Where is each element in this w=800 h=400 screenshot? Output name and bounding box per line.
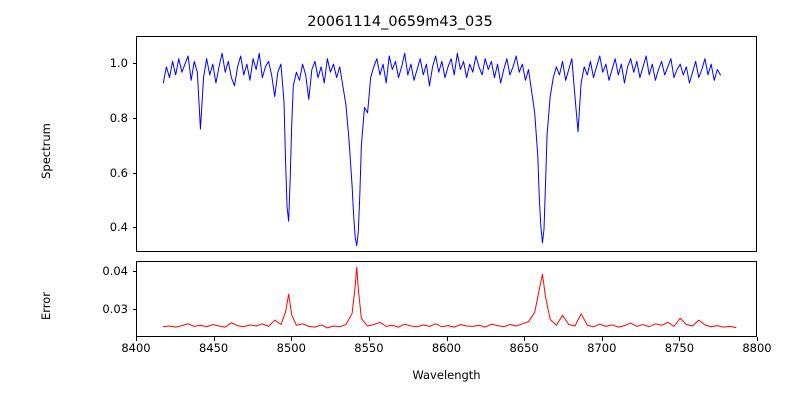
spectrum-y-tick-mark	[132, 172, 136, 174]
spectrum-y-tick-label: 0.6	[109, 165, 128, 180]
spectrum-data-line	[162, 52, 721, 247]
spectrum-y-tick-label: 1.0	[109, 56, 128, 71]
error-y-tick-mark	[132, 308, 136, 310]
spectrum-y-tick-label: 0.4	[109, 220, 128, 235]
spectrum-axes	[136, 36, 757, 252]
x-tick-mark	[757, 337, 758, 341]
x-tick-label: 8500	[276, 341, 306, 355]
x-tick-mark	[524, 337, 526, 341]
x-tick-label: 8600	[431, 341, 462, 355]
error-y-tick-label: 0.03	[102, 301, 128, 316]
x-tick-mark	[446, 337, 448, 341]
x-tick-label: 8800	[742, 341, 772, 355]
x-tick-label: 8400	[121, 341, 151, 355]
spectrum-y-axis-label: Spectrum	[39, 123, 53, 179]
x-tick-label: 8650	[509, 341, 539, 355]
x-axis-label: Wavelength	[412, 368, 481, 382]
x-tick-label: 8550	[354, 341, 384, 355]
x-tick-mark	[291, 337, 293, 341]
error-y-axis-label: Error	[39, 291, 53, 321]
error-axes	[136, 261, 757, 337]
spectrum-y-tick-mark	[132, 227, 136, 229]
x-tick-label: 8700	[587, 341, 617, 355]
x-tick-mark	[368, 337, 370, 341]
x-tick-label: 8750	[664, 341, 695, 355]
error-plot-area	[162, 266, 737, 329]
x-tick-mark	[136, 337, 137, 341]
x-tick-mark	[213, 337, 215, 341]
spectrum-plot-area	[162, 52, 721, 247]
error-y-tick-mark	[132, 270, 136, 272]
figure-title: 20061114_0659m43_035	[307, 14, 493, 30]
x-tick-mark	[679, 337, 681, 341]
spectrum-y-tick-mark	[132, 118, 136, 119]
error-y-tick-label: 0.04	[102, 263, 128, 278]
spectrum-y-tick-label: 0.8	[109, 111, 128, 125]
x-tick-label: 8450	[198, 341, 229, 355]
error-data-line	[162, 266, 737, 329]
spectrum-y-tick-mark	[132, 63, 136, 65]
x-tick-mark	[601, 337, 603, 341]
